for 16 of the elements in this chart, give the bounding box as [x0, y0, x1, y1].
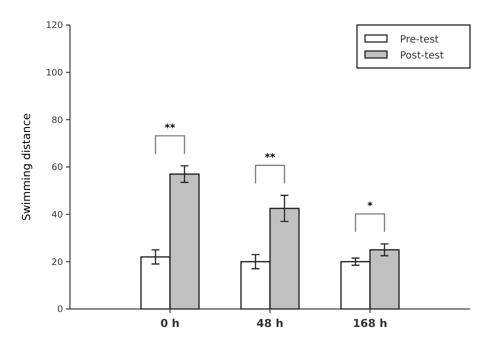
- y-tick-label: 120: [46, 21, 64, 32]
- y-tick-label: 20: [52, 258, 64, 268]
- y-tick-label: 0: [57, 305, 64, 316]
- legend-label: Pre-test: [400, 34, 439, 46]
- y-axis-title: Swimming distance: [20, 112, 33, 221]
- x-tick-label: 0 h: [160, 317, 180, 330]
- x-tick-label: 168 h: [352, 317, 388, 330]
- y-tick-label: 60: [52, 163, 64, 174]
- annotation: *: [367, 200, 374, 212]
- annotation: **: [164, 122, 176, 134]
- legend-label: Post-test: [400, 50, 444, 62]
- y-tick-label: 80: [52, 116, 64, 126]
- y-tick-label: 40: [52, 210, 64, 220]
- y-tick-label: 100: [46, 68, 64, 78]
- x-tick-label: 48 h: [256, 317, 284, 330]
- annotation: **: [264, 152, 276, 164]
